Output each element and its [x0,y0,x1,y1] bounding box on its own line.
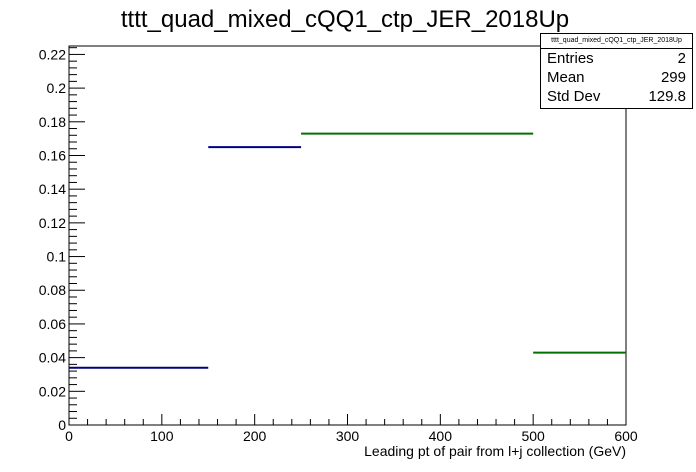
x-tick-label: 0 [65,428,73,444]
stats-box: tttt_quad_mixed_cQQ1_ctp_JER_2018Up Entr… [540,33,693,109]
stats-row-stddev: Std Dev 129.8 [541,87,692,106]
y-tick-label: 0.12 [39,215,66,231]
x-axis-label: Leading pt of pair from l+j collection (… [364,443,626,459]
stats-label: Std Dev [547,88,601,105]
x-tick-label: 200 [243,428,267,444]
y-tick-label: 0.1 [47,249,67,265]
y-tick-label: 0 [58,417,66,433]
y-axis: 0 0.02 0.04 0.06 0.08 0.1 0.12 0.14 0.16 0.18 0.2 0… [39,46,85,433]
stats-value: 2 [677,50,686,67]
stats-row-mean: Mean 299 [541,68,692,87]
chart-title: tttt_quad_mixed_cQQ1_ctp_JER_2018Up [121,6,569,33]
y-tick-label: 0.02 [39,383,66,399]
y-tick-label: 0.22 [39,46,66,62]
stats-label: Mean [547,69,585,86]
y-tick-label: 0.04 [39,350,66,366]
y-tick-label: 0.2 [47,80,67,96]
x-tick-label: 300 [336,428,360,444]
x-tick-label: 600 [614,428,638,444]
y-tick-label: 0.14 [39,181,66,197]
stats-row-entries: Entries 2 [541,49,692,68]
histogram-bins [69,132,626,369]
stats-title: tttt_quad_mixed_cQQ1_ctp_JER_2018Up [541,34,692,49]
y-tick-label: 0.18 [39,114,66,130]
y-tick-label: 0.16 [39,147,66,163]
x-tick-label: 100 [150,428,174,444]
stats-value: 299 [660,69,686,86]
y-tick-label: 0.08 [39,282,66,298]
x-tick-label: 500 [521,428,545,444]
stats-label: Entries [547,50,594,67]
y-tick-label: 0.06 [39,316,66,332]
stats-value: 129.8 [648,88,686,105]
x-tick-label: 400 [429,428,453,444]
x-axis: 0 100 200 300 400 500 600 [65,414,638,444]
